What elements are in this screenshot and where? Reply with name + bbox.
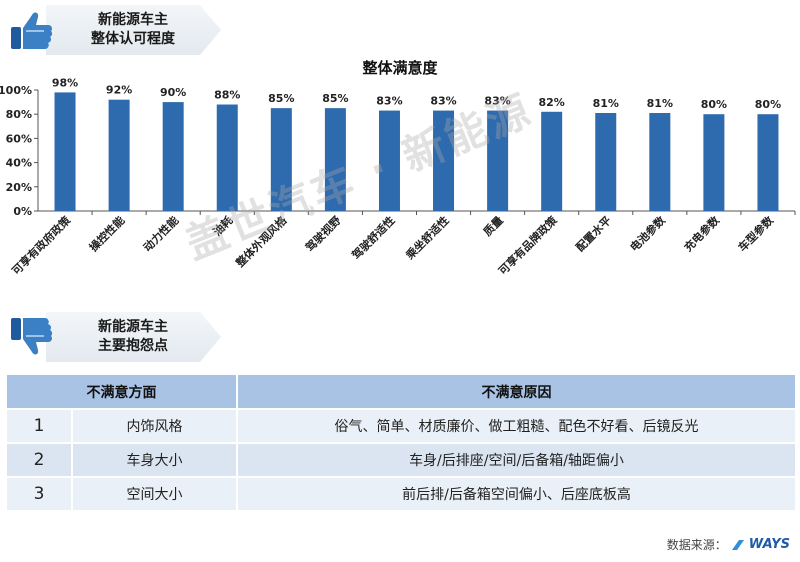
bar [595, 112, 617, 211]
x-category-label: 充电参数 [681, 213, 723, 255]
bar [324, 108, 346, 211]
bar-value-label: 90% [160, 86, 186, 99]
row-reason: 前后排/后备箱空间偏小、后座底板高 [236, 476, 797, 512]
approval-banner: 新能源车主 整体认可程度 [8, 5, 223, 55]
bar [649, 112, 671, 211]
row-number: 2 [5, 442, 73, 478]
row-number: 3 [5, 476, 73, 512]
table-header-row: 不满意方面 不满意原因 [5, 373, 797, 410]
bar-value-label: 83% [430, 95, 456, 108]
bar [216, 104, 238, 211]
source-label: 数据来源： [666, 538, 727, 552]
bar [270, 108, 292, 211]
header-aspect: 不满意方面 [5, 373, 238, 410]
source-logo: WAYS [748, 537, 790, 552]
table-row: 1 内饰风格 俗气、简单、材质廉价、做工粗糙、配色不好看、后镜反光 [5, 408, 797, 444]
thumbs-up-icon [11, 12, 53, 49]
x-category-label: 车型参数 [735, 213, 777, 255]
bar-value-label: 82% [539, 96, 565, 109]
bar [54, 92, 76, 211]
x-category-label: 配置水平 [573, 213, 614, 254]
y-tick-label: 40% [6, 157, 32, 170]
banner-line2: 主要抱怨点 [98, 338, 168, 354]
bar-value-label: 81% [647, 97, 673, 110]
bar-value-label: 83% [484, 95, 510, 108]
bar [703, 114, 725, 211]
y-tick-label: 0% [13, 205, 32, 218]
banner-line1: 新能源车主 [98, 319, 168, 335]
table-row: 3 空间大小 前后排/后备箱空间偏小、后座底板高 [5, 476, 797, 512]
header-reason: 不满意原因 [236, 373, 797, 410]
bar-value-label: 80% [755, 98, 781, 111]
bar [433, 110, 455, 211]
y-tick-label: 100% [0, 84, 32, 97]
row-aspect: 车身大小 [71, 442, 238, 478]
ways-swoosh-icon [731, 539, 744, 550]
row-aspect: 空间大小 [71, 476, 238, 512]
row-aspect: 内饰风格 [71, 408, 238, 444]
row-number: 1 [5, 408, 73, 444]
banner-ribbon [46, 312, 221, 362]
x-category-label: 驾驶视野 [302, 213, 344, 255]
bar-value-label: 88% [214, 89, 240, 102]
bar-value-label: 80% [701, 98, 727, 111]
bar-value-label: 81% [593, 97, 619, 110]
x-category-label: 可享有品牌政策 [495, 213, 560, 278]
banner-ribbon [46, 5, 221, 55]
banner-line2: 整体认可程度 [91, 31, 175, 47]
x-category-label: 电池参数 [627, 213, 669, 255]
chart-title: 整体满意度 [362, 59, 438, 77]
bar [541, 111, 563, 211]
complaints-table: 不满意方面 不满意原因 1 内饰风格 俗气、简单、材质廉价、做工粗糙、配色不好看… [5, 373, 797, 512]
x-category-label: 可享有政府政策 [9, 213, 74, 278]
x-category-label: 乘坐舒适性 [402, 213, 451, 262]
banner-line1: 新能源车主 [98, 12, 168, 28]
y-tick-label: 80% [6, 108, 32, 121]
bar [487, 110, 509, 211]
thumbs-down-icon [11, 318, 53, 355]
x-category-label: 油耗 [210, 213, 235, 238]
bar [162, 102, 184, 211]
x-category-label: 动力性能 [140, 213, 181, 254]
row-reason: 车身/后排座/空间/后备箱/轴距偏小 [236, 442, 797, 478]
bar-value-label: 92% [106, 84, 132, 97]
bar [378, 110, 400, 211]
bar-value-label: 85% [268, 92, 294, 105]
table-row: 2 车身大小 车身/后排座/空间/后备箱/轴距偏小 [5, 442, 797, 478]
y-tick-label: 60% [6, 132, 32, 145]
bar-value-label: 98% [52, 76, 78, 89]
bar-value-label: 85% [322, 92, 348, 105]
x-category-label: 整体外观风格 [232, 213, 290, 271]
x-category-label: 驾驶舒适性 [348, 213, 397, 262]
satisfaction-bar-chart: 0% 20% 40% 60% 80% 100% 98% 可享有政府政策 92% 操控性能 90% 动力… [0, 76, 796, 278]
bar-value-label: 83% [376, 95, 402, 108]
x-category-label: 质量 [480, 213, 505, 238]
row-reason: 俗气、简单、材质廉价、做工粗糙、配色不好看、后镜反光 [236, 408, 797, 444]
x-category-label: 操控性能 [86, 213, 127, 254]
bar [108, 99, 130, 211]
y-tick-label: 20% [6, 181, 32, 194]
complaints-banner: 新能源车主 主要抱怨点 [8, 312, 223, 362]
bar [757, 114, 779, 211]
data-source: 数据来源： WAYS [667, 536, 790, 553]
